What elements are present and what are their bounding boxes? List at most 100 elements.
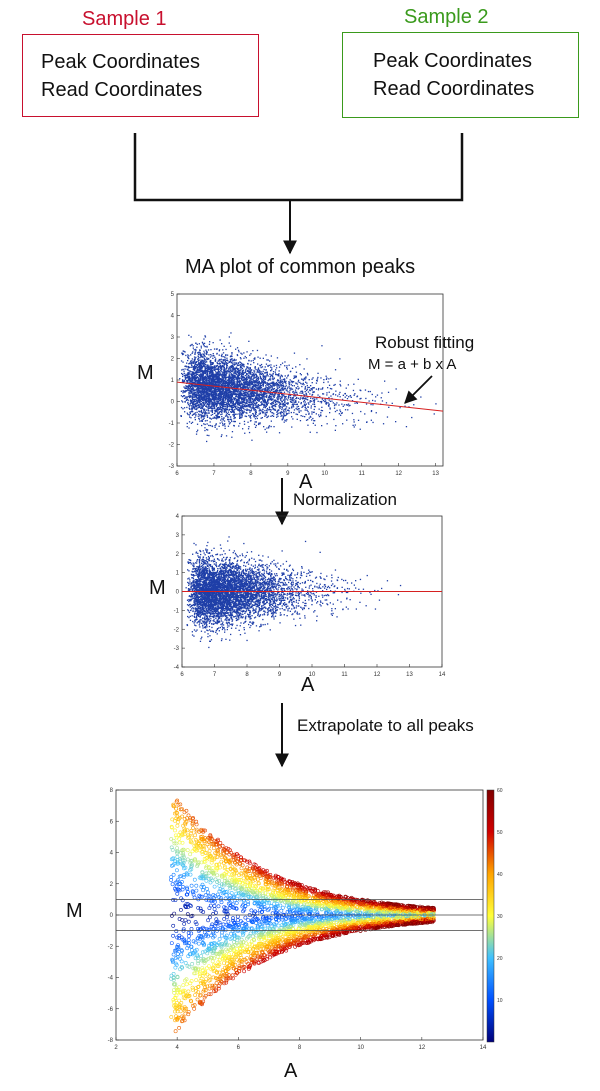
- chart1-point: [254, 404, 256, 406]
- chart1-point: [221, 418, 223, 420]
- chart1-point: [240, 367, 243, 369]
- chart1-point: [197, 391, 199, 393]
- chart1-point: [266, 371, 268, 373]
- chart1-point: [222, 380, 224, 382]
- chart1-point: [206, 376, 208, 379]
- chart1-point: [411, 416, 413, 419]
- chart1-point: [246, 391, 248, 393]
- chart1-point: [223, 392, 225, 394]
- chart1-point: [230, 384, 232, 387]
- chart1-point: [197, 398, 199, 400]
- chart1-point: [225, 411, 227, 413]
- chart1-point: [262, 398, 264, 400]
- chart1-point: [280, 399, 282, 401]
- chart1-point: [229, 371, 231, 374]
- chart1-point: [291, 404, 293, 406]
- chart1-point: [201, 424, 203, 427]
- sample2-read-coordinates: Read Coordinates: [373, 78, 535, 100]
- chart1-point: [213, 365, 216, 367]
- chart1-point: [309, 401, 311, 403]
- chart1-point: [257, 367, 260, 369]
- chart1-point: [180, 360, 183, 362]
- chart1-ytick-label: 0: [171, 400, 175, 406]
- chart1-point: [274, 403, 276, 405]
- chart1-point: [265, 386, 267, 388]
- chart1-point: [217, 360, 219, 362]
- chart1-point: [255, 405, 257, 407]
- chart1-point: [204, 372, 206, 374]
- chart1-point: [300, 415, 302, 417]
- chart1-point: [275, 405, 277, 408]
- chart1-point: [230, 374, 232, 376]
- chart1-point: [208, 424, 210, 427]
- chart1-point: [352, 424, 354, 426]
- chart1-point: [233, 391, 235, 393]
- chart1-point: [258, 400, 260, 402]
- chart1-point: [308, 386, 310, 389]
- chart1-point: [262, 393, 264, 395]
- chart1-point: [226, 366, 228, 368]
- chart1-point: [278, 432, 281, 434]
- chart1-point: [309, 393, 311, 395]
- chart1-point: [199, 399, 201, 401]
- chart1-point: [218, 408, 220, 410]
- chart1-point: [286, 390, 288, 392]
- chart1-point: [184, 390, 186, 392]
- chart1-point: [197, 360, 199, 362]
- chart1-point: [360, 410, 362, 413]
- chart1-point: [285, 398, 287, 400]
- chart1-point: [283, 414, 285, 416]
- chart1-point: [435, 403, 437, 405]
- chart1-point: [195, 361, 198, 364]
- chart1-point: [249, 401, 251, 403]
- chart1-point: [305, 403, 307, 405]
- chart1-point: [231, 359, 233, 361]
- chart1-point: [254, 426, 257, 428]
- chart1-point: [199, 415, 201, 417]
- chart1-point: [188, 377, 190, 379]
- chart1-point: [208, 366, 210, 368]
- chart1-point: [208, 369, 210, 371]
- chart1-point: [289, 389, 291, 391]
- chart1-point: [282, 382, 284, 385]
- chart1-point: [253, 375, 255, 377]
- chart1-point: [284, 415, 286, 417]
- chart1-point: [235, 363, 237, 365]
- chart1-point: [277, 384, 279, 386]
- chart1-point: [238, 369, 240, 372]
- chart1-point: [265, 375, 267, 377]
- chart1-point: [226, 412, 228, 415]
- chart1-point: [278, 383, 280, 386]
- chart1-point: [236, 370, 239, 372]
- chart1-point: [236, 389, 238, 392]
- chart1-point: [286, 413, 289, 415]
- chart1-point: [271, 386, 273, 388]
- chart1-point: [252, 407, 254, 409]
- chart1-point: [342, 423, 344, 425]
- chart1-point: [317, 394, 319, 396]
- chart1-point: [291, 399, 293, 401]
- chart1-point: [204, 420, 207, 422]
- chart1-point: [257, 399, 259, 401]
- chart1-point: [283, 413, 285, 415]
- chart1-point: [233, 372, 235, 374]
- chart1-point: [231, 365, 233, 368]
- chart1-point: [202, 408, 205, 410]
- chart1-point: [193, 349, 195, 351]
- chart1-point: [204, 336, 207, 338]
- chart1-point: [234, 372, 236, 374]
- chart1-point: [188, 421, 191, 423]
- chart1-point: [185, 399, 187, 401]
- chart1-point: [250, 414, 252, 416]
- chart1-point: [266, 402, 268, 405]
- chart1-point: [203, 366, 205, 368]
- chart1-point: [302, 415, 304, 417]
- chart1-point: [228, 380, 230, 382]
- chart1-point: [249, 416, 251, 418]
- chart1-point: [260, 409, 262, 411]
- chart1-point: [265, 354, 267, 356]
- chart1-point: [203, 357, 205, 360]
- chart1-point: [195, 433, 198, 435]
- chart1-point: [241, 379, 244, 382]
- chart1-point: [216, 384, 219, 386]
